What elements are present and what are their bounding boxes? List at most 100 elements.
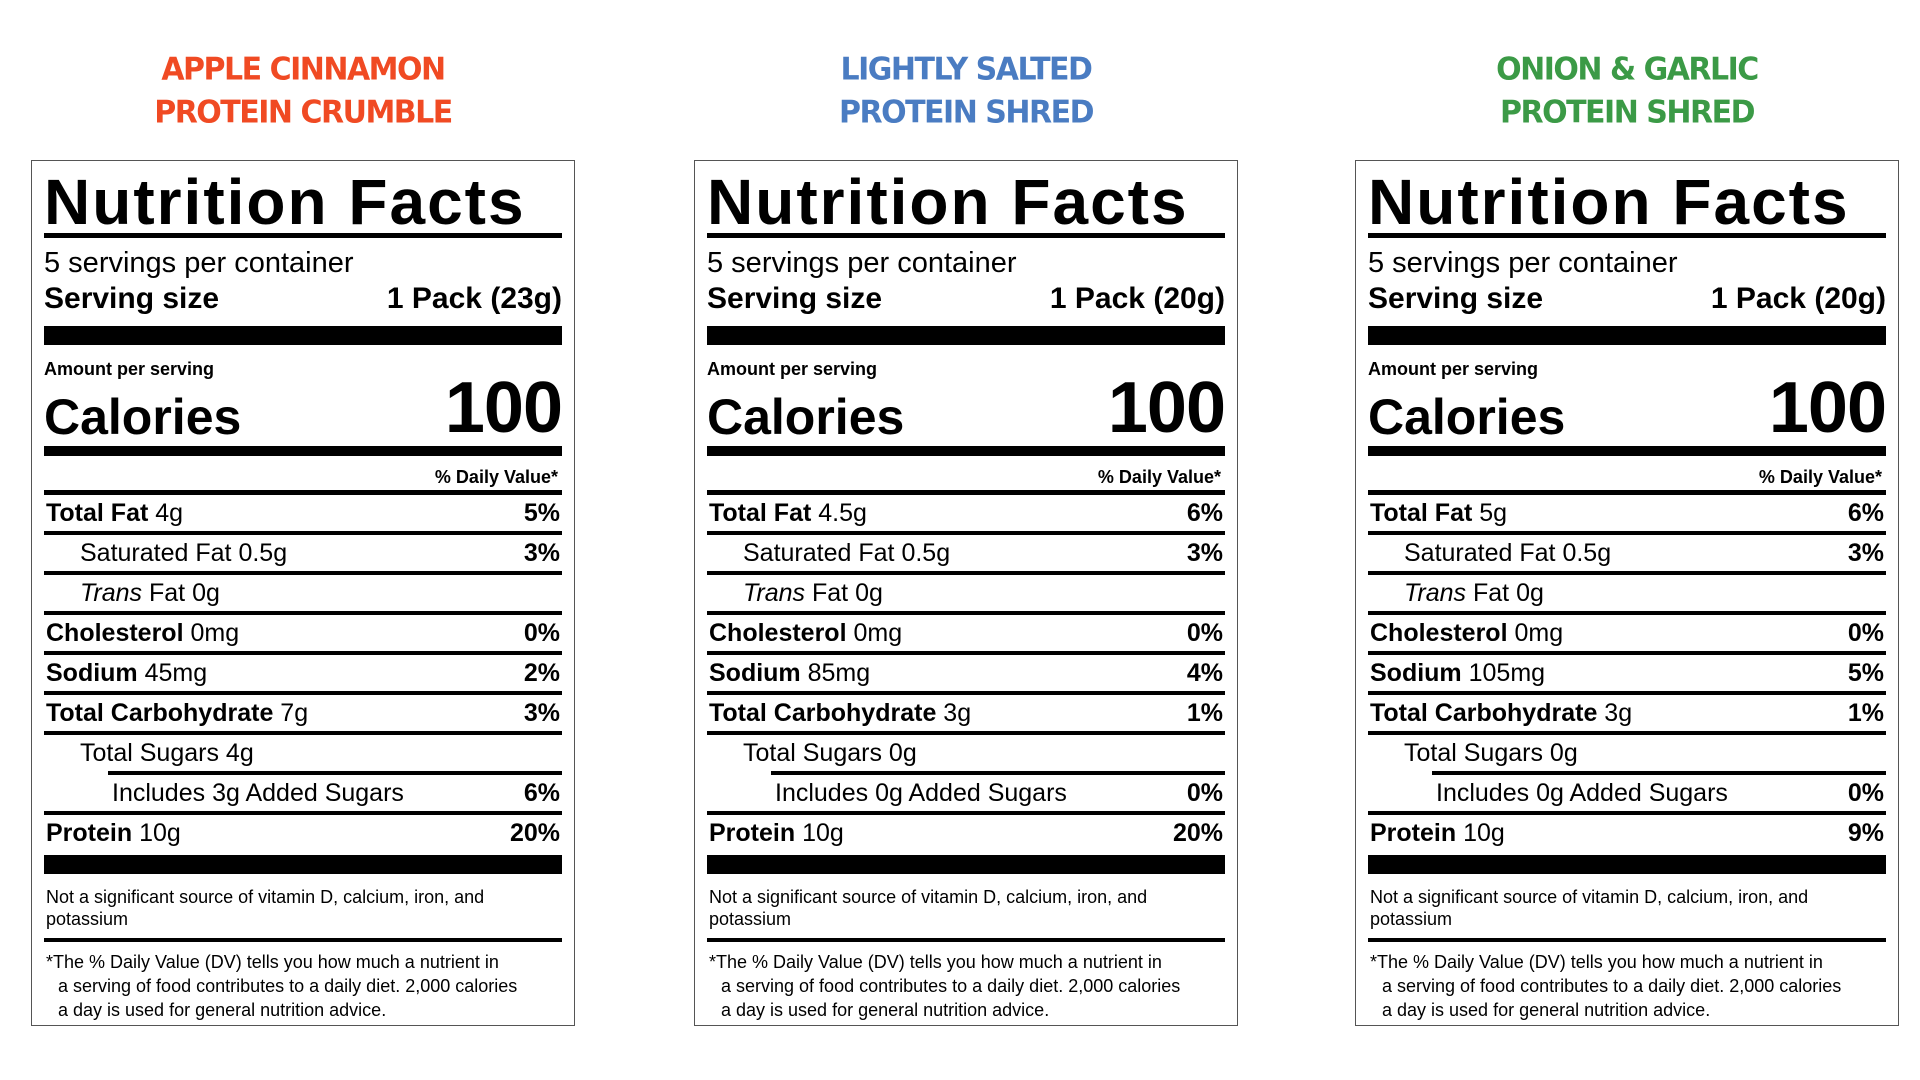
total-carbohydrate-dv: 3% (523, 698, 560, 727)
thick-bar (707, 855, 1225, 874)
total-fat-label: Total Fat (709, 498, 812, 527)
sodium-row: Sodium 85mg 4% (707, 655, 1225, 691)
added-sugars-row: Includes 0g Added Sugars 0% (707, 775, 1225, 811)
nutrition-facts-title: Nutrition Facts (707, 166, 1189, 238)
divider (44, 233, 562, 238)
trans-fat-text: Trans Fat 0g (743, 579, 883, 608)
total-carbohydrate-row: Total Carbohydrate 7g 3% (44, 695, 562, 731)
protein-label: Protein (46, 818, 133, 847)
product-name: ONION & GARLIC PROTEIN SHRED (1355, 48, 1899, 134)
total-fat-amount: 4.5g (818, 498, 867, 527)
protein-dv: 9% (1847, 818, 1884, 847)
saturated-fat-amount: 0.5g (1562, 538, 1612, 567)
added-sugars-amount: 3g (212, 778, 240, 807)
calories-value: 100 (1107, 368, 1226, 448)
total-sugars-amount: 0g (1549, 738, 1578, 767)
calories-row: Calories 100 (707, 372, 1226, 445)
divider (44, 731, 562, 735)
total-carbohydrate-amount: 7g (280, 698, 309, 727)
trans-fat-text: Trans Fat 0g (1404, 579, 1544, 608)
total-sugars-row: Total Sugars 0g (1368, 735, 1886, 771)
amount-per-serving: Amount per serving (44, 359, 215, 379)
cholesterol-row: Cholesterol 0mg 0% (44, 615, 562, 651)
protein-dv: 20% (509, 818, 560, 847)
serving-size-label: Serving size (44, 282, 220, 315)
calories-value: 100 (1768, 368, 1887, 448)
daily-value-footnote: *The % Daily Value (DV) tells you how mu… (1368, 950, 1886, 1022)
sodium-dv: 2% (523, 658, 560, 687)
saturated-fat-text: Saturated Fat 0.5g (1404, 539, 1611, 568)
divider (1432, 771, 1886, 775)
product-name-line1: ONION & GARLIC (1496, 51, 1759, 88)
divider (44, 531, 562, 535)
divider (44, 811, 562, 815)
added-sugars-dv: 6% (523, 778, 560, 807)
total-carbohydrate-amount: 3g (943, 698, 972, 727)
protein-row: Protein 10g 9% (1368, 815, 1886, 851)
sodium-amount: 85mg (807, 658, 871, 687)
cholesterol-label: Cholesterol (1370, 618, 1508, 647)
sodium-label: Sodium (709, 658, 801, 687)
sodium-amount: 105mg (1468, 658, 1546, 687)
trans-label: Trans (80, 578, 143, 607)
cholesterol-dv: 0% (1847, 618, 1884, 647)
vitamin-note: Not a significant source of vitamin D, c… (1370, 887, 1809, 929)
footnote-line3: a day is used for general nutrition advi… (721, 1000, 1050, 1020)
sodium-amount: 45mg (144, 658, 208, 687)
calories-value: 100 (444, 368, 563, 448)
cholesterol-dv: 0% (1186, 618, 1223, 647)
total-carbohydrate-text: Total Carbohydrate 3g (1370, 699, 1632, 728)
serving-size-value: 1 Pack (20g) (1710, 282, 1886, 315)
servings-per-container: 5 servings per container (1368, 247, 1678, 279)
saturated-fat-label: Saturated Fat (1404, 538, 1556, 567)
total-carbohydrate-dv: 1% (1186, 698, 1223, 727)
total-sugars-text: Total Sugars 0g (1404, 739, 1578, 768)
vitamin-note: Not a significant source of vitamin D, c… (709, 887, 1148, 929)
calories-label: Calories (707, 389, 905, 445)
serving-size-label: Serving size (1368, 282, 1544, 315)
divider (1368, 938, 1886, 942)
amount-per-serving: Amount per serving (1368, 359, 1539, 379)
total-carbohydrate-text: Total Carbohydrate 7g (46, 699, 308, 728)
thick-bar (44, 326, 562, 345)
protein-label: Protein (709, 818, 796, 847)
vitamin-note: Not a significant source of vitamin D, c… (46, 887, 485, 929)
trans-fat-label: Fat (1466, 578, 1510, 607)
nutrition-facts-panel: Nutrition Facts 5 servings per container… (694, 160, 1238, 1026)
medium-bar (1368, 446, 1886, 456)
product-name: APPLE CINNAMON PROTEIN CRUMBLE (31, 48, 575, 134)
divider (707, 731, 1225, 735)
trans-fat-label: Fat (142, 578, 186, 607)
divider (108, 771, 562, 775)
saturated-fat-dv: 3% (1847, 538, 1884, 567)
cholesterol-text: Cholesterol 0mg (46, 619, 239, 648)
thick-bar (707, 326, 1225, 345)
protein-row: Protein 10g 20% (707, 815, 1225, 851)
calories-row: Calories 100 (1368, 372, 1887, 444)
medium-bar (707, 446, 1225, 456)
protein-text: Protein 10g (46, 819, 181, 848)
footnote-line3: a day is used for general nutrition advi… (58, 1000, 387, 1020)
total-fat-amount: 5g (1479, 498, 1508, 527)
calories-row: Calories 100 (44, 372, 563, 444)
trans-fat-amount: 0g (855, 578, 883, 607)
daily-value-footnote: *The % Daily Value (DV) tells you how mu… (707, 950, 1225, 1022)
sodium-row: Sodium 105mg 5% (1368, 655, 1886, 691)
daily-value-header: % Daily Value* (1097, 467, 1221, 487)
servings-per-container: 5 servings per container (44, 247, 354, 279)
serving-size-row: Serving size 1 Pack (23g) (44, 280, 562, 318)
product-name-line2: PROTEIN SHRED (839, 94, 1094, 131)
nutrition-facts-panel: Nutrition Facts 5 servings per container… (1355, 160, 1899, 1026)
protein-row: Protein 10g 20% (44, 815, 562, 851)
total-carbohydrate-row: Total Carbohydrate 3g 1% (1368, 695, 1886, 731)
saturated-fat-dv: 3% (1186, 538, 1223, 567)
nutrition-facts-title: Nutrition Facts (44, 166, 526, 238)
includes-label: Includes (112, 778, 206, 807)
cholesterol-amount: 0mg (1514, 618, 1564, 647)
total-sugars-amount: 0g (888, 738, 917, 767)
footnote-line1: *The % Daily Value (DV) tells you how mu… (1370, 952, 1823, 972)
cholesterol-text: Cholesterol 0mg (1370, 619, 1563, 648)
divider (1368, 651, 1886, 655)
divider (707, 938, 1225, 942)
added-sugars-amount: 0g (1536, 778, 1564, 807)
